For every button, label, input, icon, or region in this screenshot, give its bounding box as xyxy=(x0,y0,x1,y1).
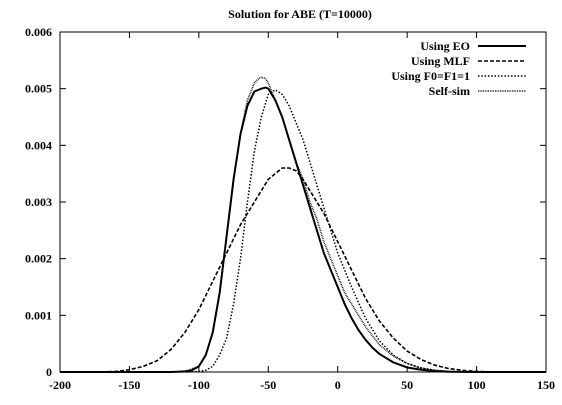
legend-label: Self-sim xyxy=(429,84,470,98)
series-line-self-sim xyxy=(60,76,546,373)
y-axis: 0 0.001 0.002 0.003 0.004 0.005 0.006 xyxy=(25,25,546,379)
x-tick-label: -50 xyxy=(260,378,276,392)
y-tick-label: 0.001 xyxy=(25,308,52,322)
x-tick-label: -150 xyxy=(118,378,140,392)
legend-label: Using F0=F1=1 xyxy=(391,69,470,83)
y-tick-label: 0.005 xyxy=(25,82,52,96)
chart-title: Solution for ABE (T=10000) xyxy=(228,7,372,21)
x-axis: -200 -150 -100 -50 0 50 100 150 xyxy=(49,32,555,392)
legend-label: Using EO xyxy=(420,39,470,53)
series-layer xyxy=(60,76,546,373)
y-tick-label: 0.004 xyxy=(25,138,52,152)
x-tick-label: 50 xyxy=(401,378,413,392)
legend-label: Using MLF xyxy=(411,54,470,68)
x-tick-label: 150 xyxy=(537,378,555,392)
y-tick-label: 0.003 xyxy=(25,195,52,209)
x-tick-label: -100 xyxy=(188,378,210,392)
y-tick-label: 0 xyxy=(46,365,52,379)
y-tick-label: 0.002 xyxy=(25,252,52,266)
y-tick-label: 0.006 xyxy=(25,25,52,39)
x-tick-label: 0 xyxy=(335,378,341,392)
series-line-using-mlf xyxy=(60,167,546,373)
x-tick-label: -200 xyxy=(49,378,71,392)
x-tick-label: 100 xyxy=(468,378,486,392)
series-line-using-eo xyxy=(60,86,546,373)
plot-frame xyxy=(59,31,547,373)
series-line-using-f0-f1-1 xyxy=(60,89,546,373)
